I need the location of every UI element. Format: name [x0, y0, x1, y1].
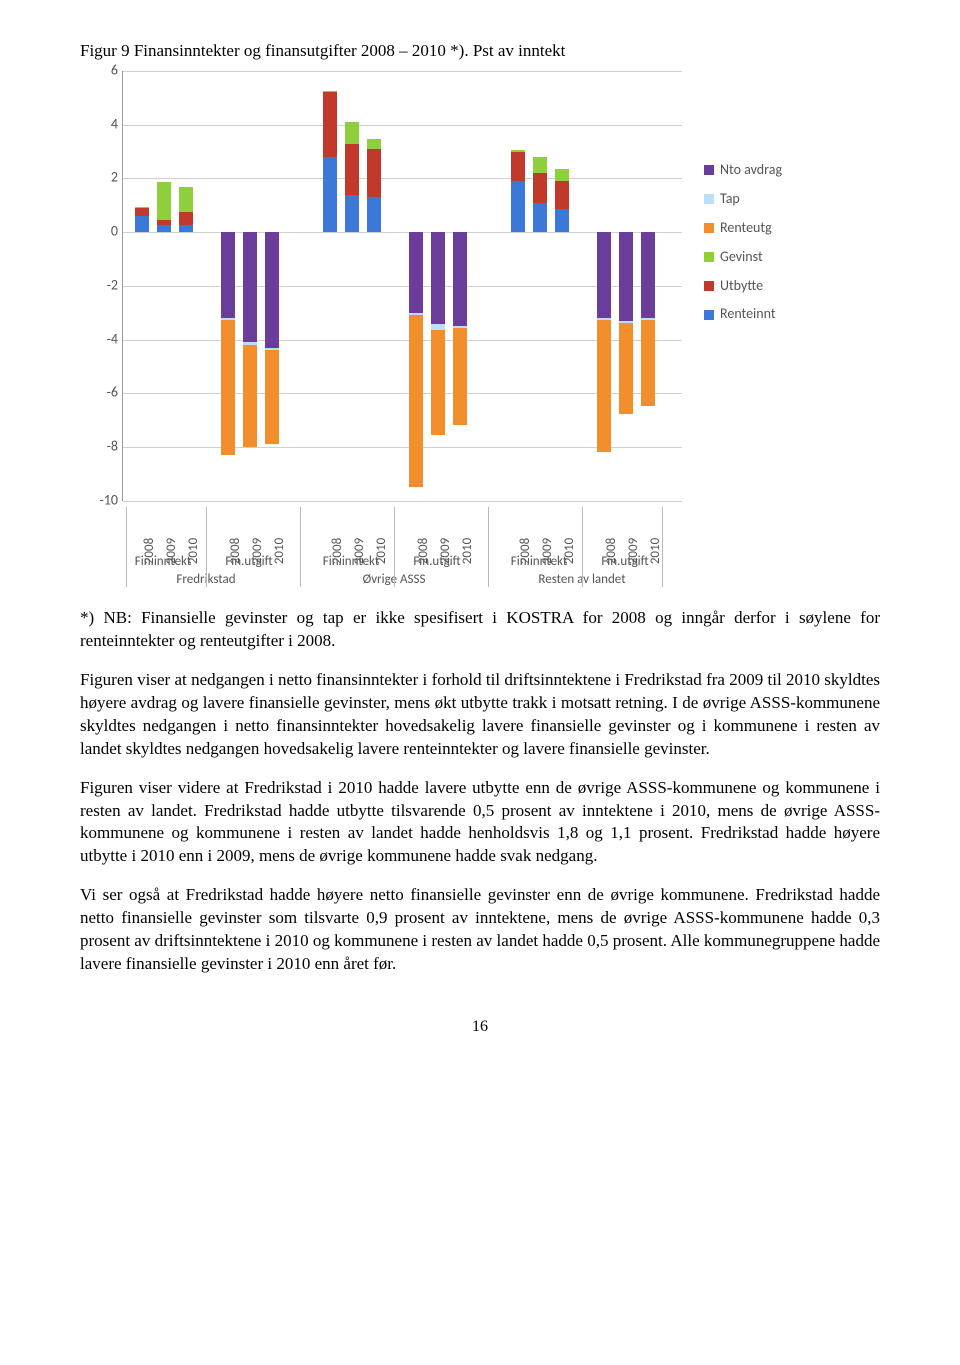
page-number: 16 [80, 1016, 880, 1038]
legend-label: Renteinnt [720, 305, 776, 324]
figure-title: Figur 9 Finansinntekter og finansutgifte… [80, 40, 880, 63]
legend-item: Gevinst [704, 248, 782, 267]
x-sub-label: Fin.inntekt [135, 553, 191, 571]
paragraph-3: Vi ser også at Fredrikstad hadde høyere … [80, 884, 880, 976]
legend-item: Renteinnt [704, 305, 782, 324]
y-tick-label: -8 [80, 438, 118, 457]
legend-swatch [704, 281, 714, 291]
y-tick-label: -4 [80, 330, 118, 349]
legend-label: Nto avdrag [720, 161, 782, 180]
legend-item: Tap [704, 190, 782, 209]
x-year-label: 2010 [271, 538, 289, 564]
x-sub-label: Fin.inntekt [323, 553, 379, 571]
legend-item: Renteutg [704, 219, 782, 238]
legend-swatch [704, 310, 714, 320]
x-sub-label: Fin.utgift [413, 553, 460, 571]
legend-item: Utbytte [704, 277, 782, 296]
legend-label: Utbytte [720, 277, 763, 296]
x-sub-label: Fin.utgift [225, 553, 272, 571]
y-tick-label: -10 [80, 491, 118, 510]
x-sub-label: Fin.utgift [601, 553, 648, 571]
legend-label: Renteutg [720, 219, 772, 238]
paragraph-1: Figuren viser at nedgangen i netto finan… [80, 669, 880, 761]
legend-label: Tap [720, 190, 740, 209]
legend-swatch [704, 223, 714, 233]
y-tick-label: 6 [80, 61, 118, 80]
figure-note: *) NB: Finansielle gevinster og tap er i… [80, 607, 880, 653]
y-tick-label: -6 [80, 384, 118, 403]
legend-swatch [704, 194, 714, 204]
y-tick-label: 2 [80, 169, 118, 188]
legend-swatch [704, 252, 714, 262]
y-tick-label: -2 [80, 276, 118, 295]
plot-area [122, 71, 682, 501]
legend-label: Gevinst [720, 248, 763, 267]
legend: Nto avdrag Tap Renteutg Gevinst Utbytte Rente… [704, 151, 782, 334]
y-tick-label: 0 [80, 223, 118, 242]
y-tick-label: 4 [80, 115, 118, 134]
x-year-label: 2010 [459, 538, 477, 564]
x-year-labels: 2008200920102008200920102008200920102008… [134, 509, 670, 565]
legend-item: Nto avdrag [704, 161, 782, 180]
legend-swatch [704, 165, 714, 175]
paragraph-2: Figuren viser videre at Fredrikstad i 20… [80, 777, 880, 869]
chart: 6420-2-4-6-8-10 200820092010200820092010… [80, 71, 860, 591]
x-sub-label: Fin.inntekt [511, 553, 567, 571]
